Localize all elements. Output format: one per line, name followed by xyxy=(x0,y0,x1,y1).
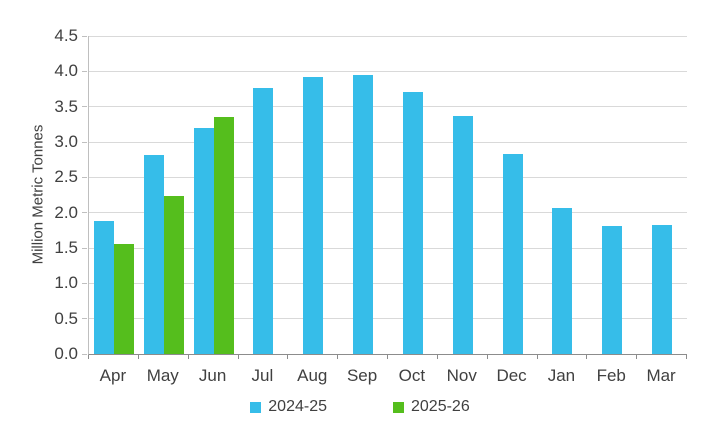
bar-2025-26-Apr xyxy=(113,244,134,354)
x-axis-tick xyxy=(137,355,139,359)
x-tick-label-Dec: Dec xyxy=(496,366,527,385)
bar-2024-25-Sep xyxy=(353,74,374,354)
x-tick-label-Sep: Sep xyxy=(346,366,378,385)
legend-item-2025-26: 2025-26 xyxy=(393,398,470,416)
bar-2025-26-Jun xyxy=(213,117,234,354)
x-tick-label-May: May xyxy=(146,366,179,385)
y-tick-label: 3.5 xyxy=(54,96,78,116)
x-axis-tick xyxy=(486,355,488,359)
x-tick-label-Nov: Nov xyxy=(446,366,477,385)
gridline xyxy=(89,106,687,108)
y-axis-tick xyxy=(82,70,87,72)
x-axis-tick xyxy=(237,355,239,359)
y-axis-tick xyxy=(82,35,87,37)
x-tick-label-Aug: Aug xyxy=(297,366,328,385)
y-tick-label: 1.0 xyxy=(54,273,78,293)
gridline xyxy=(89,212,687,214)
bar-2025-26-May xyxy=(163,196,184,354)
x-axis-tick xyxy=(686,355,687,359)
bar-2024-25-Jan xyxy=(552,208,573,354)
y-axis-tick xyxy=(82,141,87,143)
gridline xyxy=(89,282,687,284)
gridline xyxy=(89,141,687,143)
gridline xyxy=(89,247,687,249)
x-axis-tick xyxy=(436,355,438,359)
y-tick-label: 2.5 xyxy=(54,167,78,187)
y-axis-title: Million Metric Tonnes xyxy=(29,124,47,265)
y-axis-tick xyxy=(82,318,87,320)
y-tick-label: 3.0 xyxy=(54,132,78,151)
y-tick-label: 4.5 xyxy=(54,26,78,45)
bar-2024-25-Feb xyxy=(602,226,623,354)
gridline xyxy=(89,318,687,320)
y-tick-label: 2.0 xyxy=(54,202,78,222)
x-tick-label-Oct: Oct xyxy=(398,366,426,385)
x-axis-tick xyxy=(337,355,339,359)
x-axis-tick xyxy=(187,355,189,359)
x-tick-label-Jul: Jul xyxy=(251,366,274,385)
y-axis-tick xyxy=(82,353,87,355)
y-axis-tick xyxy=(82,247,87,249)
legend-item-2024-25: 2024-25 xyxy=(250,398,327,416)
bar-2024-25-Jun xyxy=(193,127,214,354)
x-tick-label-Jan: Jan xyxy=(547,366,576,385)
legend-label-2024-25: 2024-25 xyxy=(268,398,327,415)
y-axis-tick xyxy=(82,212,87,214)
y-tick-label: 0.5 xyxy=(54,308,78,328)
gridline xyxy=(89,176,687,178)
y-axis-tick xyxy=(82,106,87,108)
bar-2024-25-Mar xyxy=(652,224,673,354)
y-tick-label: 1.5 xyxy=(54,238,78,257)
plot-area xyxy=(88,35,687,355)
x-axis-tick xyxy=(636,355,638,359)
x-tick-label-Apr: Apr xyxy=(99,366,127,385)
y-tick-label: 4.0 xyxy=(54,61,78,81)
gridline xyxy=(89,35,687,37)
legend-label-2025-26: 2025-26 xyxy=(411,398,470,415)
y-tick-label: 0.0 xyxy=(54,344,78,363)
bar-2024-25-May xyxy=(143,154,164,354)
bar-2024-25-Oct xyxy=(402,91,423,354)
x-axis-tick xyxy=(586,355,588,359)
x-tick-label-Jun: Jun xyxy=(198,366,227,385)
gridline xyxy=(89,70,687,72)
bar-2024-25-Aug xyxy=(303,77,324,354)
y-axis-tick xyxy=(82,282,87,284)
x-axis-tick xyxy=(536,355,538,359)
legend-swatch-2025-26 xyxy=(393,401,404,413)
y-axis-tick xyxy=(82,176,87,178)
bar-2024-25-Dec xyxy=(502,154,523,354)
legend: 2024-25 2025-26 xyxy=(0,398,720,416)
x-axis-tick xyxy=(287,355,289,359)
x-axis-tick xyxy=(387,355,388,359)
bar-2024-25-Apr xyxy=(93,221,114,354)
x-axis-tick xyxy=(88,355,89,359)
x-tick-label-Mar: Mar xyxy=(646,366,676,385)
x-tick-label-Feb: Feb xyxy=(596,366,626,385)
bar-2024-25-Jul xyxy=(253,88,274,354)
bar-2024-25-Nov xyxy=(452,115,473,354)
legend-swatch-2024-25 xyxy=(250,401,262,413)
